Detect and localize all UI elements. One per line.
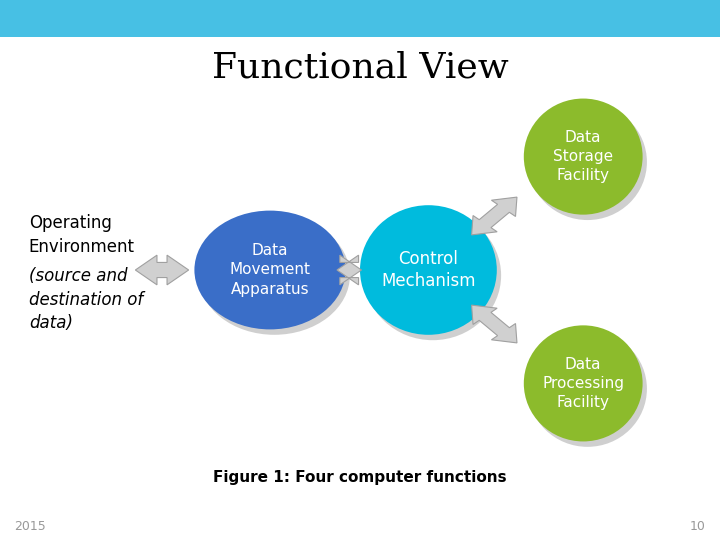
Ellipse shape (528, 104, 647, 220)
Ellipse shape (360, 205, 497, 335)
Text: Data
Processing
Facility: Data Processing Facility (542, 357, 624, 410)
Text: 10: 10 (690, 520, 706, 533)
Ellipse shape (528, 330, 647, 447)
Polygon shape (472, 305, 517, 343)
Text: Figure 1: Four computer functions: Figure 1: Four computer functions (213, 470, 507, 485)
Text: Control
Mechanism: Control Mechanism (381, 249, 476, 291)
Text: Data
Movement
Apparatus: Data Movement Apparatus (230, 244, 310, 296)
Text: Functional View: Functional View (212, 51, 508, 84)
Ellipse shape (524, 98, 643, 215)
Text: 2015: 2015 (14, 520, 46, 533)
Text: Data
Storage
Facility: Data Storage Facility (553, 130, 613, 183)
Polygon shape (135, 255, 189, 285)
Ellipse shape (524, 325, 643, 442)
Ellipse shape (364, 211, 501, 340)
Polygon shape (337, 255, 361, 285)
Ellipse shape (194, 211, 346, 329)
Text: Operating
Environment: Operating Environment (29, 214, 135, 256)
Ellipse shape (199, 216, 350, 335)
Polygon shape (472, 197, 517, 235)
Text: (source and
destination of
data): (source and destination of data) (29, 267, 143, 332)
Bar (0, 0, 720, 37)
